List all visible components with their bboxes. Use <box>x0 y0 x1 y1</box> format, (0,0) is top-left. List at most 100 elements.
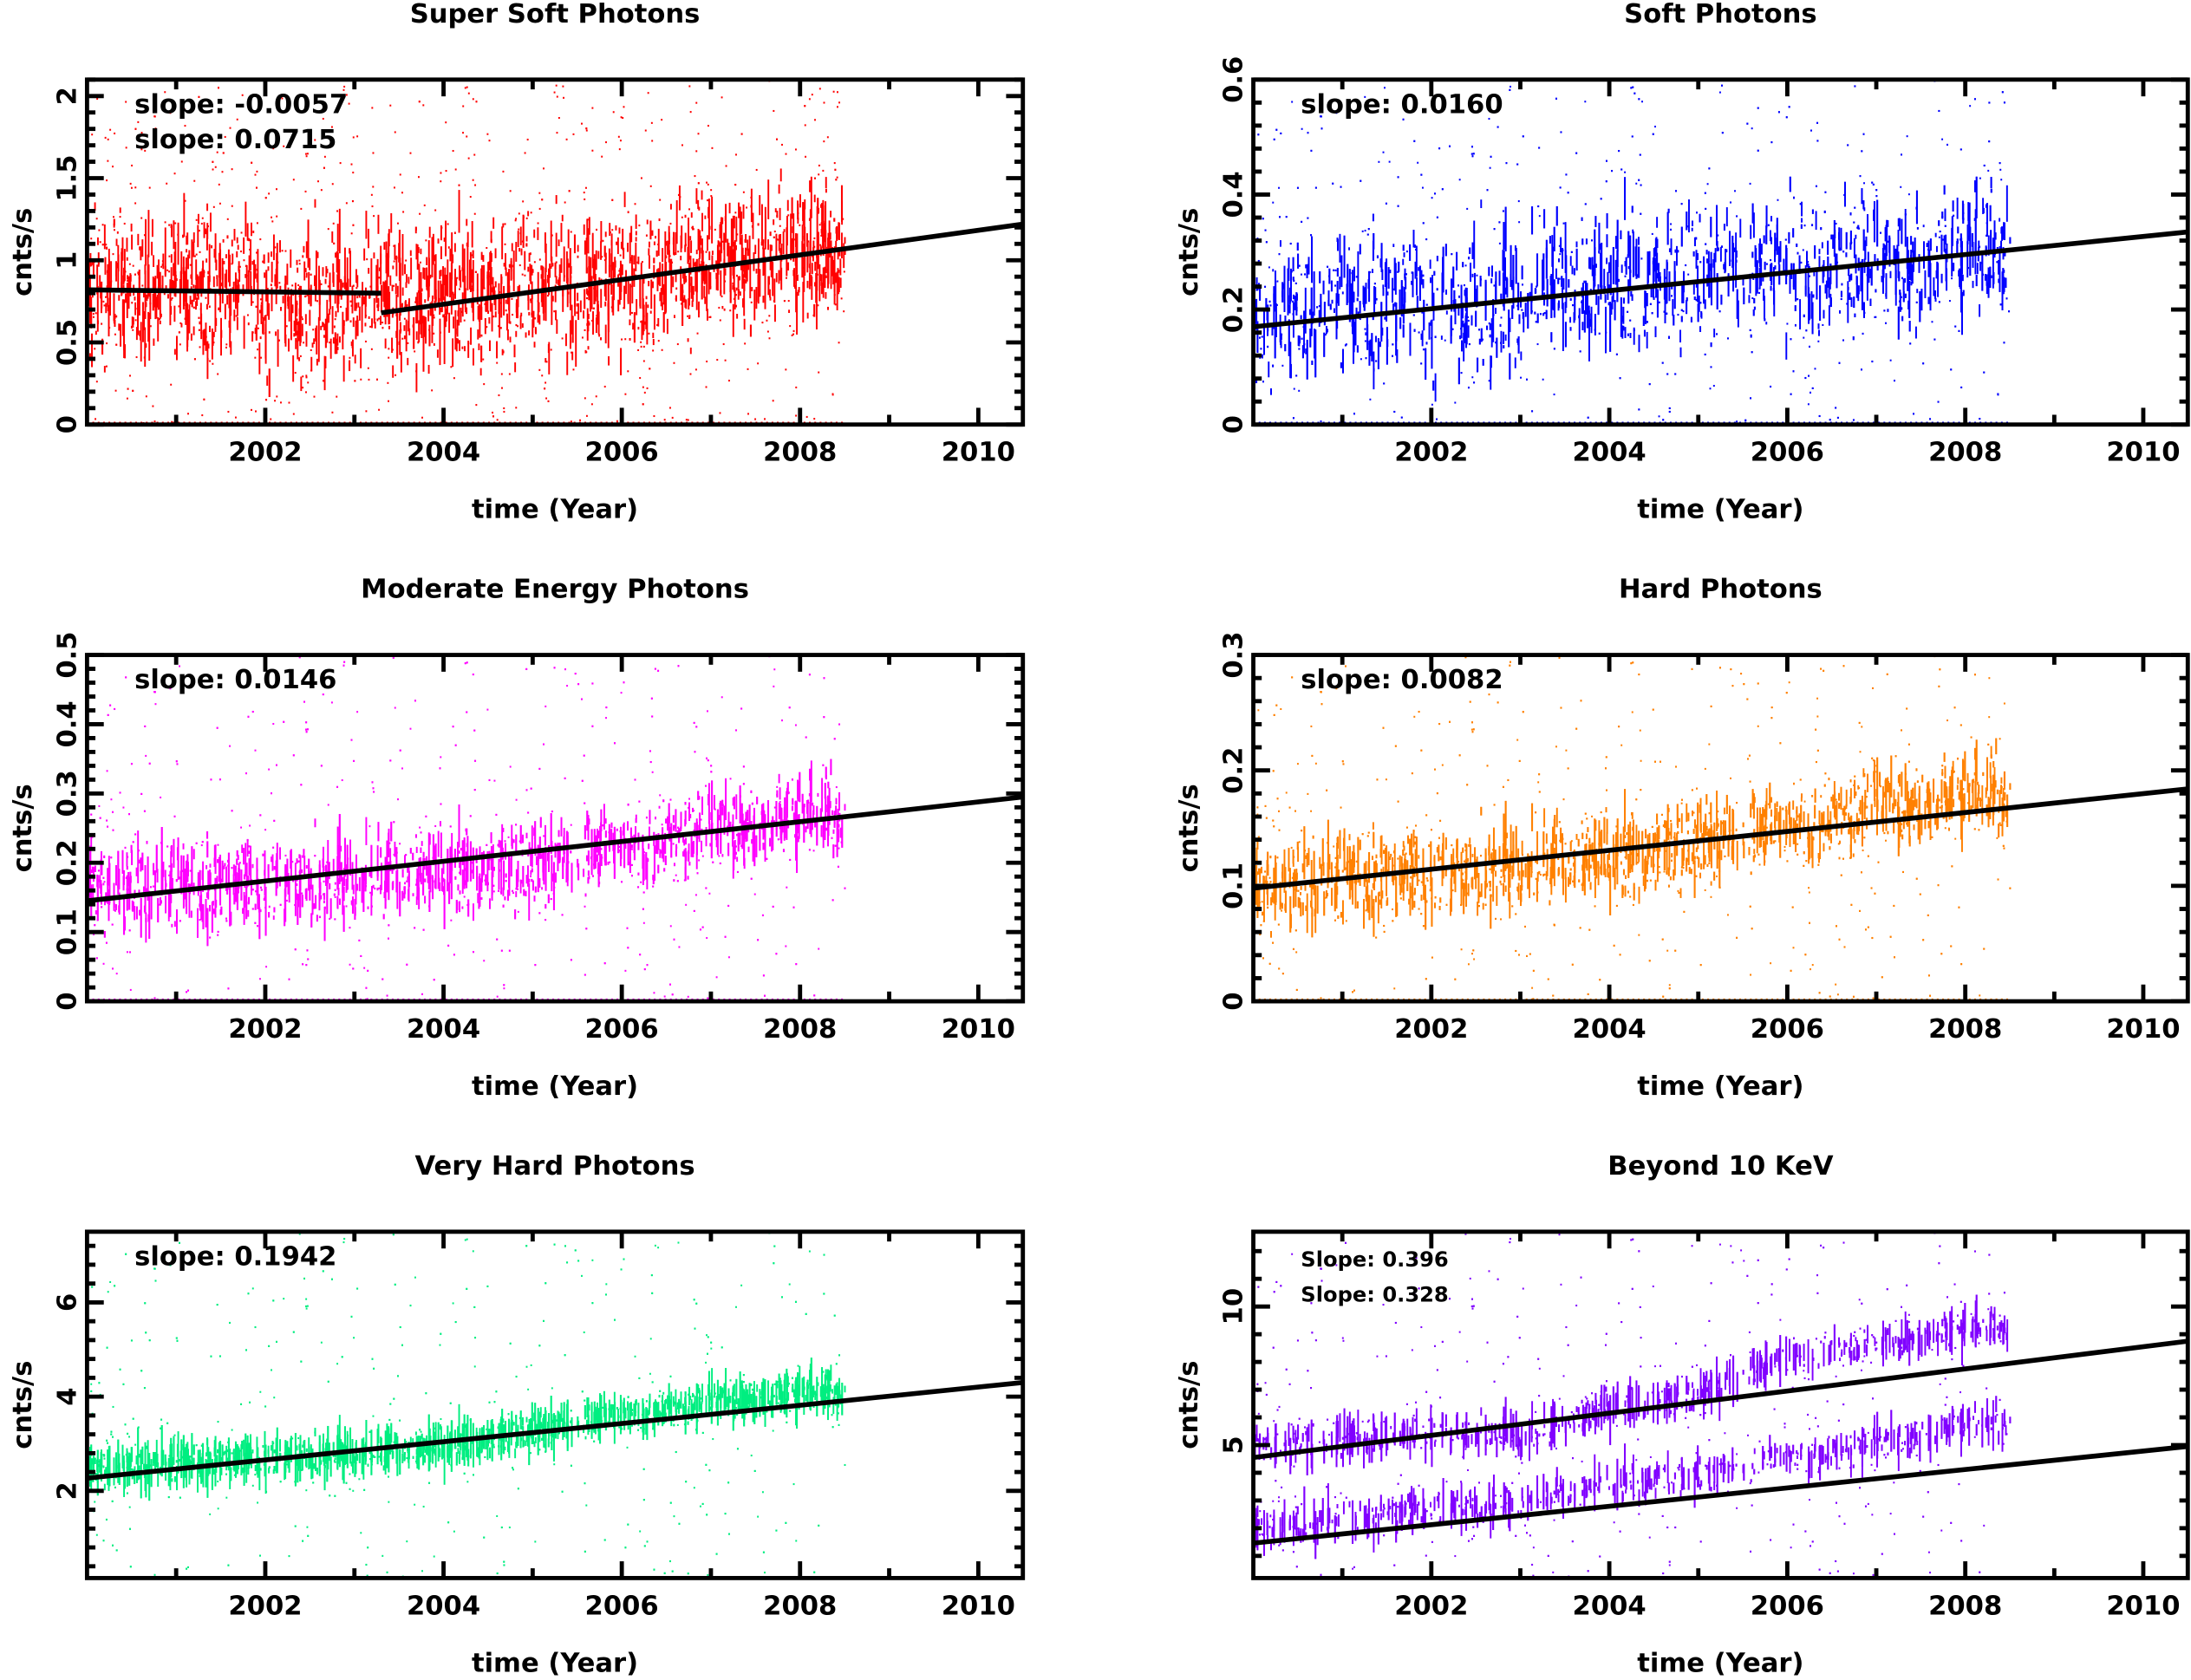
data-point <box>794 238 797 241</box>
data-point <box>835 179 838 181</box>
data-point <box>227 410 230 413</box>
data-point <box>532 310 535 328</box>
data-point <box>562 85 564 88</box>
data-point <box>199 271 201 293</box>
data-point <box>451 232 453 264</box>
data-point <box>597 304 599 316</box>
data-point <box>460 307 462 322</box>
data-point <box>555 309 557 321</box>
data-point <box>173 251 176 296</box>
data-point <box>830 240 832 290</box>
data-point <box>1536 313 1539 323</box>
data-point <box>1392 343 1394 346</box>
data-point <box>656 323 659 327</box>
data-point <box>561 337 564 340</box>
data-point <box>1710 217 1712 238</box>
data-point <box>1743 287 1745 305</box>
data-point <box>1594 216 1597 227</box>
data-point <box>442 314 445 318</box>
data-point <box>1601 242 1603 289</box>
data-point <box>1258 336 1261 339</box>
data-point <box>1268 300 1271 303</box>
data-point <box>729 309 732 312</box>
data-point <box>307 219 310 268</box>
data-point <box>305 374 308 377</box>
data-point <box>207 343 210 349</box>
data-point <box>705 264 708 284</box>
data-point <box>105 365 108 368</box>
data-point <box>132 322 134 328</box>
data-point <box>338 336 341 343</box>
data-point <box>757 362 760 365</box>
data-point <box>1475 310 1477 327</box>
data-point <box>180 160 183 163</box>
data-point <box>1364 95 1366 98</box>
data-point <box>1557 277 1560 284</box>
data-point <box>839 258 842 276</box>
data-point <box>711 251 714 256</box>
data-point <box>221 171 224 173</box>
data-point <box>90 296 93 329</box>
data-point <box>1718 310 1721 313</box>
data-point <box>1486 325 1489 330</box>
data-point <box>304 268 307 272</box>
data-point <box>1298 348 1301 350</box>
data-point <box>320 283 323 285</box>
data-point <box>1431 403 1433 406</box>
data-point <box>1386 283 1388 322</box>
data-point <box>690 212 693 218</box>
data-point <box>576 311 578 314</box>
data-point <box>1968 202 1971 241</box>
data-point <box>640 177 642 179</box>
data-point <box>195 301 198 310</box>
data-point <box>662 248 664 263</box>
data-point <box>282 296 284 303</box>
data-point <box>1638 98 1640 101</box>
data-point <box>653 264 655 279</box>
data-point <box>564 201 566 204</box>
data-point <box>310 369 313 372</box>
data-point <box>104 296 107 298</box>
data-point <box>1517 200 1520 203</box>
data-point <box>760 204 763 246</box>
data-point <box>842 218 844 220</box>
data-point <box>629 283 631 316</box>
data-point <box>1966 225 1969 244</box>
data-point <box>398 230 401 281</box>
data-point <box>1489 166 1491 169</box>
data-point <box>649 185 652 187</box>
data-point <box>597 290 598 297</box>
data-point <box>415 363 418 393</box>
data-point <box>420 292 422 305</box>
data-point <box>390 212 393 233</box>
data-point <box>129 273 132 296</box>
data-point <box>625 277 628 295</box>
data-point <box>305 331 308 347</box>
data-point <box>721 240 724 243</box>
data-point <box>129 182 132 185</box>
data-point <box>615 225 617 231</box>
data-point <box>483 383 486 386</box>
data-point <box>486 326 488 329</box>
data-point <box>1295 374 1298 377</box>
data-point <box>805 415 808 419</box>
data-point <box>499 296 501 338</box>
data-point <box>833 218 836 222</box>
data-point <box>1971 233 1973 247</box>
data-point <box>452 254 454 264</box>
data-point <box>164 265 166 277</box>
data-point <box>1373 368 1375 372</box>
data-point <box>1919 291 1921 322</box>
data-point <box>646 219 649 225</box>
data-point <box>309 257 311 270</box>
data-point <box>1951 216 1953 246</box>
data-point <box>730 218 733 263</box>
data-point <box>1900 186 1902 188</box>
data-point <box>623 247 625 259</box>
data-point <box>184 199 186 202</box>
data-point <box>1467 316 1469 318</box>
data-point <box>143 311 146 330</box>
data-point <box>1638 335 1640 353</box>
data-point <box>1712 259 1715 268</box>
data-point <box>1304 287 1307 334</box>
